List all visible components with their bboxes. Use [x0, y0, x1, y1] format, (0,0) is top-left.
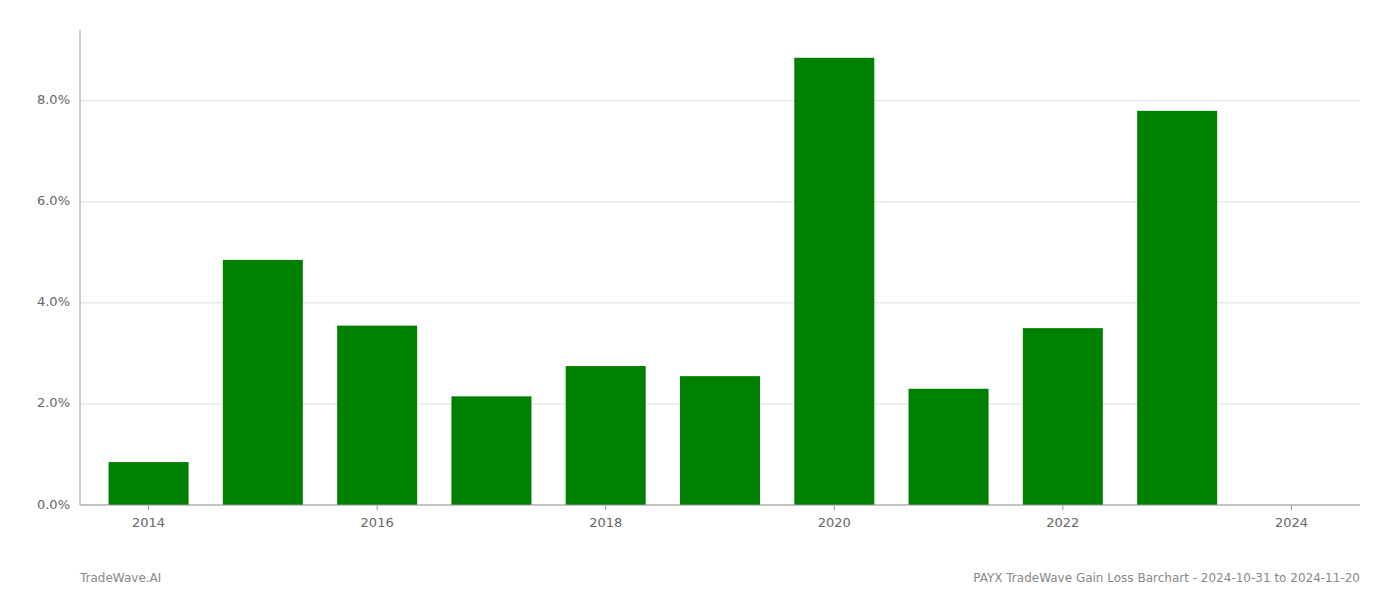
- bar: [1137, 111, 1217, 505]
- chart-svg: 0.0% 2.0% 4.0% 6.0% 8.0% 2014 2016 2018 2020 2022…: [0, 0, 1400, 600]
- x-tick-label: 2022: [1046, 515, 1079, 530]
- footer-text: PAYX TradeWave Gain Loss Barchart - 2024…: [973, 571, 1360, 585]
- x-tick-label: 2018: [589, 515, 622, 530]
- bar: [223, 260, 303, 505]
- y-tick-label: 2.0%: [37, 395, 70, 410]
- footer-text: TradeWave.AI: [79, 571, 161, 585]
- x-tick: [1291, 505, 1292, 510]
- x-tick-label: 2020: [818, 515, 851, 530]
- y-tick-label: 6.0%: [37, 193, 70, 208]
- x-tick: [605, 505, 606, 510]
- y-grid: [80, 101, 1360, 505]
- x-ticks: 2014 2016 2018 2020 2022 2024: [132, 505, 1308, 530]
- x-tick: [148, 505, 149, 510]
- bar: [337, 326, 417, 505]
- bar: [909, 389, 989, 505]
- x-axis-line: [80, 505, 1360, 506]
- y-tick-label: 4.0%: [37, 294, 70, 309]
- bar: [451, 396, 531, 505]
- y-tick-label: 0.0%: [37, 497, 70, 512]
- bar: [794, 58, 874, 505]
- footer: TradeWave.AI PAYX TradeWave Gain Loss Bar…: [79, 571, 1360, 585]
- y-axis-line: [80, 30, 81, 505]
- x-tick: [834, 505, 835, 510]
- bar: [566, 366, 646, 505]
- x-tick: [1062, 505, 1063, 510]
- chart-container: 0.0% 2.0% 4.0% 6.0% 8.0% 2014 2016 2018 2020 2022…: [0, 0, 1400, 600]
- grid-line: [80, 100, 1360, 101]
- bar: [680, 376, 760, 505]
- y-tick-labels: 0.0% 2.0% 4.0% 6.0% 8.0%: [37, 92, 70, 511]
- grid-line: [80, 505, 1360, 506]
- y-tick-label: 8.0%: [37, 92, 70, 107]
- bars: [109, 58, 1218, 505]
- bar: [109, 462, 189, 505]
- x-tick-label: 2014: [132, 515, 165, 530]
- x-tick-label: 2024: [1275, 515, 1308, 530]
- x-tick-label: 2016: [361, 515, 394, 530]
- x-tick: [377, 505, 378, 510]
- bar: [1023, 328, 1103, 505]
